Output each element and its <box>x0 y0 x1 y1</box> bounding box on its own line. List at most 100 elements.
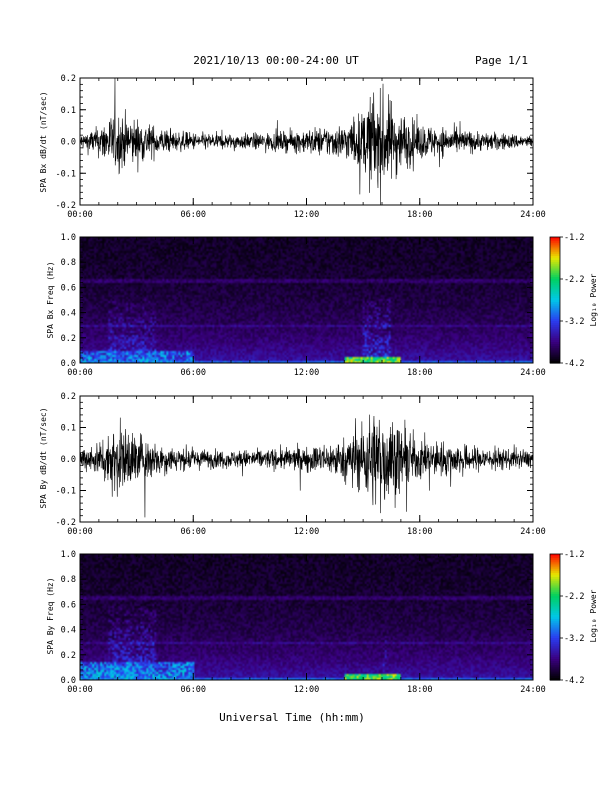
colorbar-swatch <box>550 342 560 345</box>
colorbar-swatch <box>550 348 560 351</box>
y-tick-label: -0.2 <box>56 201 76 211</box>
colorbar-swatch <box>550 281 560 284</box>
colorbar-swatch <box>550 642 560 645</box>
colorbar-swatch <box>550 310 560 314</box>
colorbar-swatch <box>550 264 560 267</box>
colorbar-swatch <box>550 575 560 578</box>
x-tick-label: 06:00 <box>180 368 206 378</box>
x-tick-label: 12:00 <box>294 368 320 378</box>
colorbar-tick-label: -1.2 <box>564 233 584 243</box>
y-tick-label: 0.6 <box>61 600 76 610</box>
colorbar-swatch <box>550 635 560 639</box>
colorbar-swatch <box>550 306 560 309</box>
colorbar-tick-label: -4.2 <box>564 676 584 686</box>
y-tick-label: 0.6 <box>61 283 76 293</box>
x-axis-title: Universal Time (hh:mm) <box>219 711 365 724</box>
x-tick-label: 18:00 <box>407 527 433 537</box>
colorbar-swatch <box>550 335 560 339</box>
y-tick-label: 1.0 <box>61 233 76 243</box>
bx-colorbar-label: Log₁₀ Power <box>589 273 598 326</box>
colorbar-swatch <box>550 354 560 358</box>
colorbar-swatch <box>550 323 560 326</box>
colorbar-swatch <box>550 600 560 603</box>
colorbar-swatch <box>550 570 560 574</box>
colorbar-swatch <box>550 339 560 343</box>
colorbar-swatch <box>550 249 560 253</box>
bx-timeseries-panel: 0.2 0.1 0.0 -0.1 -0.200:00 06:00 12:00 18:00 24:… <box>56 74 546 220</box>
y-tick-label: 0.0 <box>61 138 76 148</box>
colorbar-swatch <box>550 266 560 270</box>
colorbar-swatch <box>550 279 560 282</box>
x-tick-label: 06:00 <box>180 210 206 220</box>
colorbar-swatch <box>550 610 560 614</box>
colorbar-swatch <box>550 654 560 658</box>
colorbar-swatch <box>550 268 560 272</box>
x-tick-label: 18:00 <box>407 685 433 695</box>
colorbar-swatch <box>550 237 560 240</box>
by-spectrogram-ylabel: SPA By Freq (Hz) <box>46 577 55 654</box>
y-tick-label: 0.4 <box>61 626 76 636</box>
colorbar-swatch <box>550 587 560 591</box>
by-colorbar-label: Log₁₀ Power <box>589 589 598 642</box>
colorbar-swatch <box>550 331 560 335</box>
colorbar-swatch <box>550 579 560 582</box>
x-tick-label: 18:00 <box>407 368 433 378</box>
colorbar-swatch <box>550 585 560 589</box>
colorbar-swatch <box>550 356 560 360</box>
colorbar-swatch <box>550 644 560 647</box>
colorbar-swatch <box>550 593 560 597</box>
colorbar-swatch <box>550 276 560 280</box>
colorbar-swatch <box>550 663 560 666</box>
colorbar-swatch <box>550 614 560 618</box>
colorbar-swatch <box>550 659 560 662</box>
x-tick-label: 12:00 <box>294 685 320 695</box>
colorbar-swatch <box>550 656 560 660</box>
colorbar-swatch <box>550 318 560 322</box>
colorbar-swatch <box>550 270 560 274</box>
colorbar-swatch <box>550 652 560 656</box>
colorbar-tick-label: -2.2 <box>564 275 584 285</box>
by-spectrogram-panel: 1.0 0.8 0.6 0.4 0.2 0.000:00 06:00 12:00 18:00 24… <box>61 550 546 695</box>
colorbar-swatch <box>550 283 560 286</box>
colorbar-swatch <box>550 337 560 341</box>
colorbar-swatch <box>550 360 560 364</box>
colorbar-swatch <box>550 253 560 257</box>
colorbar-swatch <box>550 675 560 679</box>
x-tick-label: 06:00 <box>180 527 206 537</box>
by-colorbar: -1.2 -2.2 -3.2 -4.2 <box>549 550 584 686</box>
colorbar-swatch <box>550 554 560 557</box>
x-tick-label: 00:00 <box>67 685 93 695</box>
colorbar-swatch <box>550 625 560 629</box>
x-tick-label: 12:00 <box>294 527 320 537</box>
bx-colorbar: -1.2 -2.2 -3.2 -4.2 <box>549 233 584 369</box>
x-tick-label: 00:00 <box>67 210 93 220</box>
by-timeseries-ylabel: SPA By dB/dt (nT/sec) <box>39 407 48 508</box>
colorbar-swatch <box>550 297 560 301</box>
colorbar-swatch <box>550 289 560 293</box>
colorbar-swatch <box>550 602 560 605</box>
colorbar-swatch <box>550 316 560 320</box>
colorbar-swatch <box>550 572 560 576</box>
colorbar-swatch <box>550 591 560 595</box>
bx-spectrogram-ylabel: SPA Bx Freq (Hz) <box>46 261 55 338</box>
y-tick-label: 0.2 <box>61 74 76 84</box>
colorbar-swatch <box>550 638 560 641</box>
colorbar-swatch <box>550 629 560 633</box>
colorbar-swatch <box>550 300 560 303</box>
colorbar-swatch <box>550 583 560 587</box>
colorbar-swatch <box>550 325 560 328</box>
colorbar-tick-label: -4.2 <box>564 359 584 369</box>
colorbar-swatch <box>550 598 560 601</box>
x-tick-label: 24:00 <box>520 685 546 695</box>
colorbar-swatch <box>550 274 560 278</box>
colorbar-swatch <box>550 272 560 276</box>
x-tick-label: 12:00 <box>294 210 320 220</box>
colorbar-swatch <box>550 293 560 297</box>
colorbar-swatch <box>550 581 560 584</box>
page-title: 2021/10/13 00:00-24:00 UT <box>193 54 359 67</box>
colorbar-tick-label: -1.2 <box>564 550 584 560</box>
x-tick-label: 24:00 <box>520 527 546 537</box>
x-tick-label: 00:00 <box>67 368 93 378</box>
colorbar-swatch <box>550 612 560 616</box>
bx-spectrogram-image <box>80 237 533 363</box>
